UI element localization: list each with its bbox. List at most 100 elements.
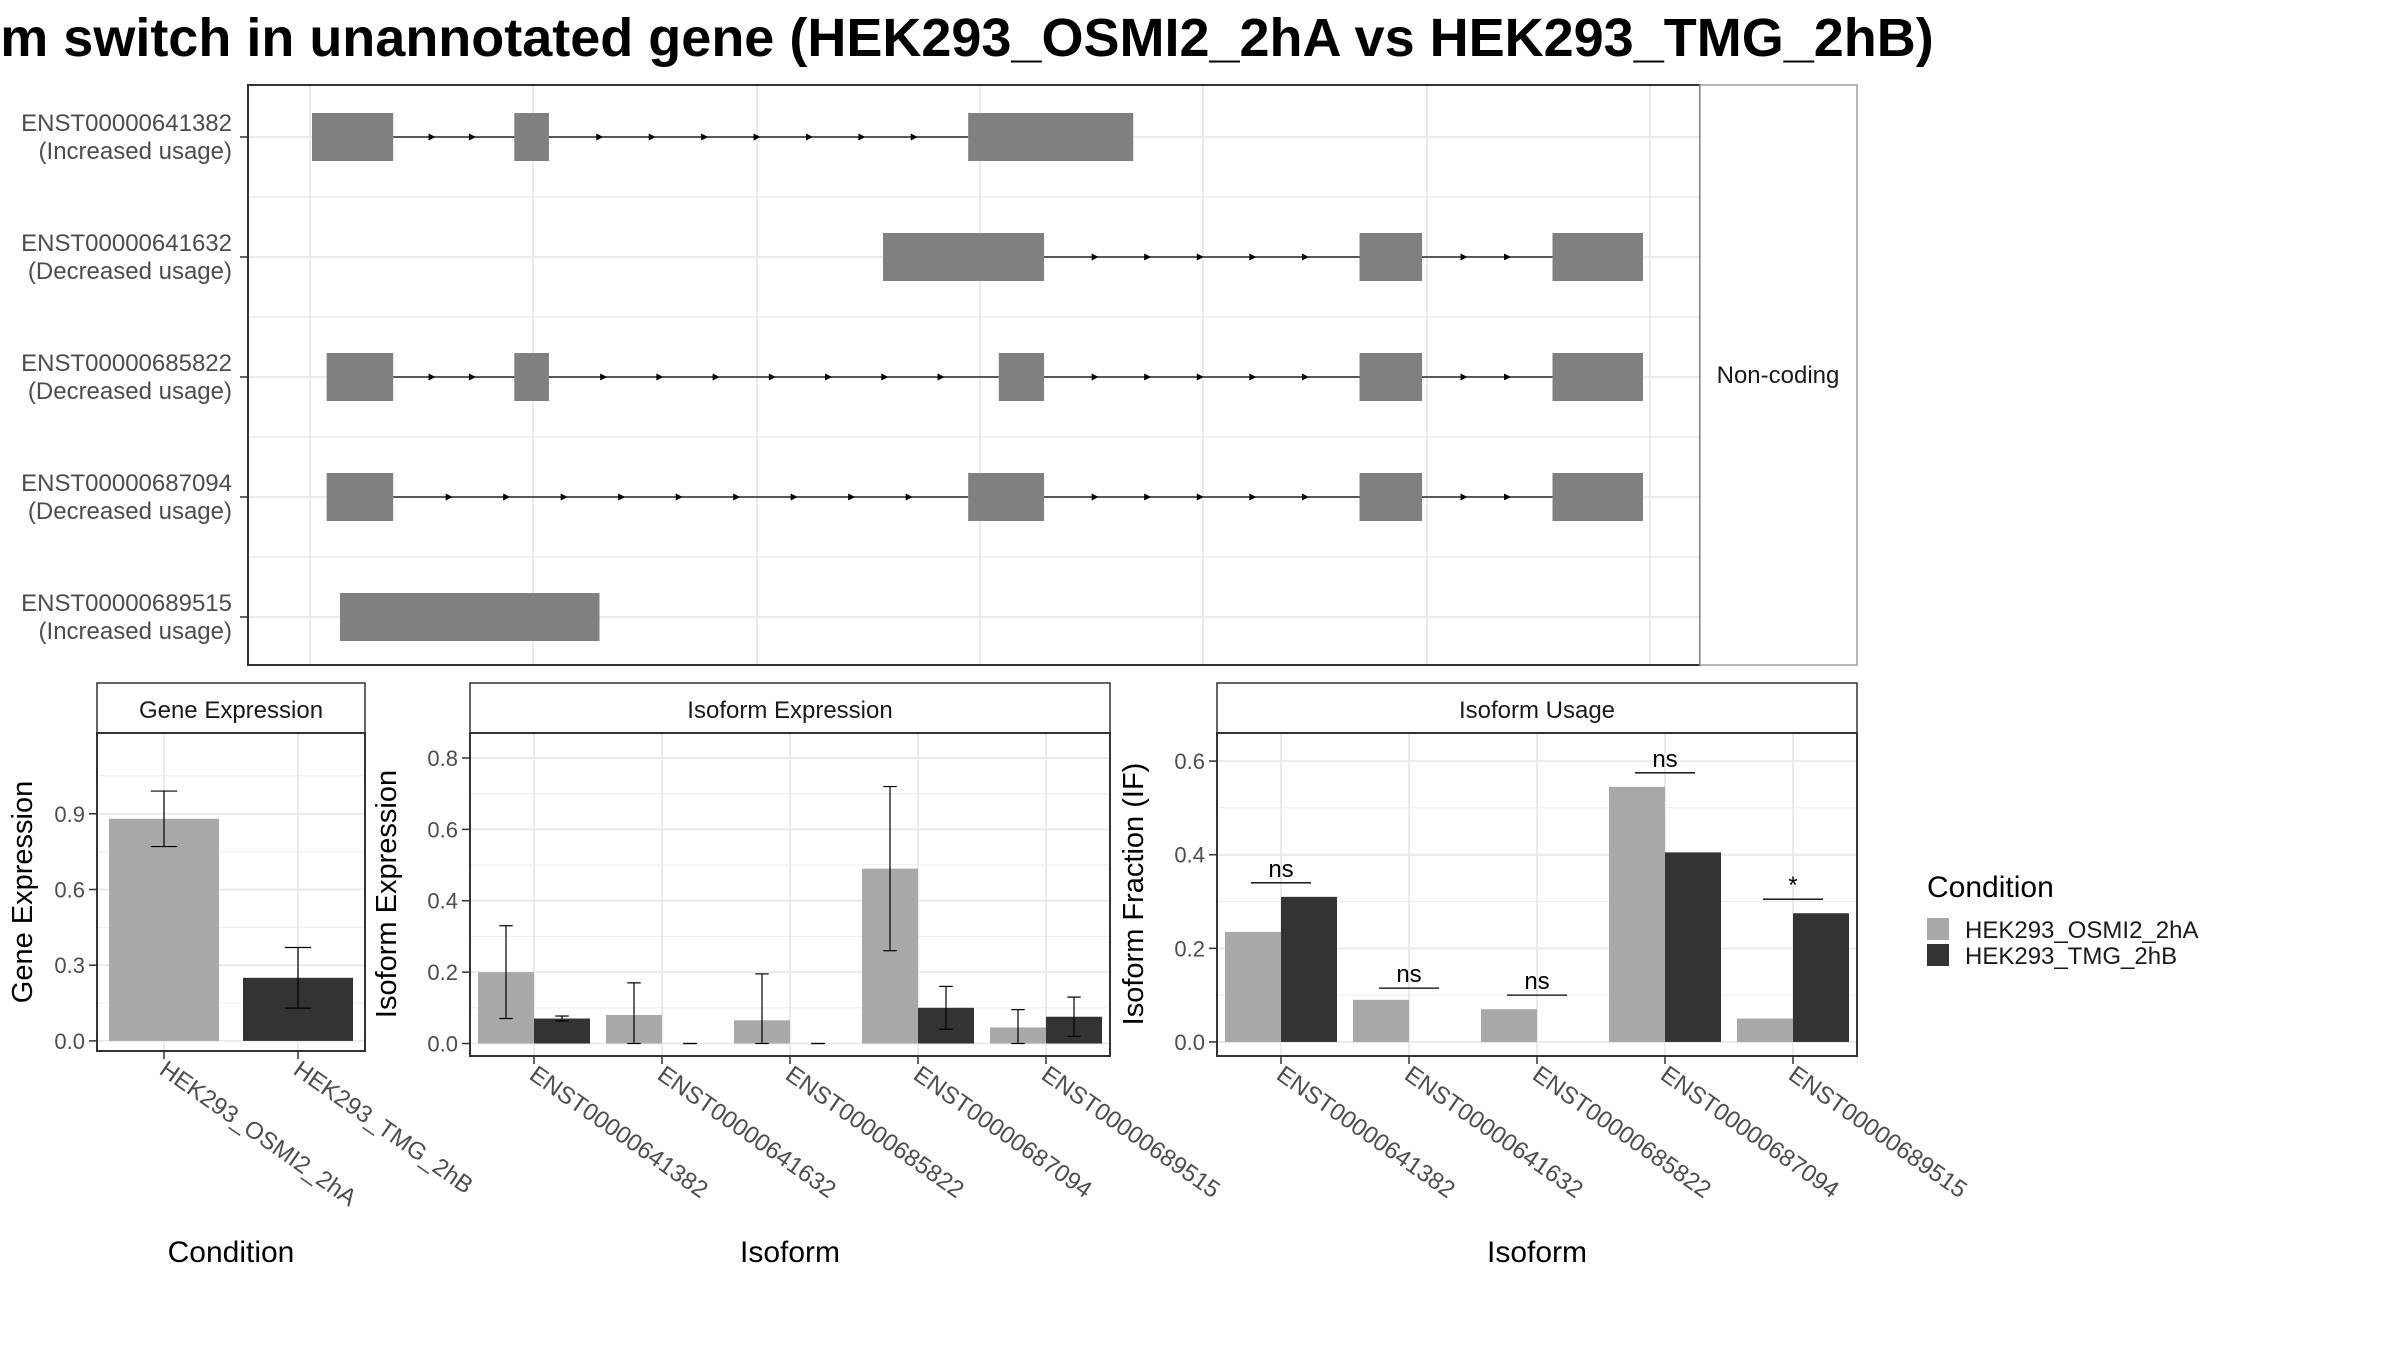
bar-ENST00000641632 — [1353, 999, 1409, 1042]
bar-ENST00000687094 — [1609, 786, 1665, 1042]
exon-block — [1552, 473, 1643, 521]
exon-block — [326, 353, 394, 401]
exon-block — [1552, 233, 1643, 281]
bar-ENST00000689515 — [1737, 1018, 1793, 1042]
significance-label: ns — [1396, 961, 1421, 988]
intron-arrow — [1091, 253, 1099, 261]
transcript-structure-panel: Non-coding ENST00000641382(Increased usa… — [21, 84, 1858, 666]
exon-block — [514, 113, 549, 161]
intron-arrow — [881, 373, 889, 381]
domain-strip — [1699, 84, 1858, 666]
legend-label-osmi2: HEK293_OSMI2_2hA — [1965, 917, 2198, 944]
exon-block — [968, 113, 1134, 161]
intron-arrow — [1091, 373, 1099, 381]
structure-grid — [248, 85, 1700, 665]
y-tick-label: 0.2 — [427, 960, 458, 985]
exon-block — [998, 353, 1045, 401]
legend-label-tmg: HEK293_TMG_2hB — [1965, 943, 2177, 970]
bar-HEK293_OSMI2_2hA — [109, 818, 219, 1041]
intron-arrow — [1144, 373, 1152, 381]
transcript-usage-label: (Increased usage) — [39, 618, 232, 645]
y-tick-label: 0.4 — [427, 889, 458, 914]
exon-block — [968, 473, 1045, 521]
intron-arrow — [1196, 493, 1204, 501]
intron-arrow — [1091, 493, 1099, 501]
intron-arrow — [1196, 373, 1204, 381]
domain-strip-label: Non-coding — [1717, 362, 1840, 389]
intron-arrow — [675, 493, 683, 501]
intron-arrow — [1301, 253, 1309, 261]
gene-expression-bars — [109, 790, 353, 1041]
y-tick-label: 0.8 — [427, 746, 458, 771]
intron-arrow — [1301, 373, 1309, 381]
isoform-expression-x-ticks: ENST00000641382ENST00000641632ENST000006… — [525, 1056, 1225, 1204]
isoform-expression-strip-title: Isoform Expression — [687, 697, 892, 724]
intron-arrow — [428, 133, 436, 141]
exon-block — [326, 473, 394, 521]
intron-arrow — [503, 493, 511, 501]
y-tick-label: 0.2 — [1174, 936, 1205, 961]
isoform-usage-y-axis-title: Isoform Fraction (IF) — [1118, 763, 1150, 1026]
y-tick-label: 0.6 — [54, 877, 85, 902]
transcript-usage-label: (Decreased usage) — [28, 378, 232, 405]
figure-title: Isoform switch in unannotated gene (HEK2… — [0, 8, 1934, 68]
intron-arrow — [596, 133, 604, 141]
transcript-usage-label: (Decreased usage) — [28, 498, 232, 525]
isoform-usage-bars — [1225, 786, 1849, 1042]
transcript-ENST00000687094 — [326, 473, 1643, 521]
y-tick-label: 0.6 — [427, 817, 458, 842]
intron-arrow — [1301, 493, 1309, 501]
intron-arrow — [905, 493, 913, 501]
isoform-usage-panel: Isoform Usage ns ns ns ns * 0.0 0.2 0.4 0.6 ENS… — [1118, 682, 1972, 1269]
legend: Condition HEK293_OSMI2_2hA HEK293_TMG_2h… — [1927, 871, 2198, 970]
transcript-ENST00000641632 — [882, 233, 1643, 281]
significance-label: * — [1788, 872, 1797, 899]
gene-expression-panel: Gene Expression 0.0 0.3 0.6 0.9 HEK293_OSMI… — [7, 682, 478, 1269]
bar-ENST00000641382 — [534, 1018, 590, 1044]
intron-arrow — [1249, 253, 1257, 261]
intron-arrow — [910, 133, 918, 141]
intron-arrow — [1460, 373, 1468, 381]
transcript-id-label: ENST00000641632 — [21, 230, 232, 257]
intron-arrow — [768, 373, 776, 381]
isoform-expression-bars — [478, 785, 1102, 1045]
legend-key-osmi2 — [1927, 918, 1949, 940]
isoform-usage-strip — [1216, 682, 1858, 734]
intron-arrow — [712, 373, 720, 381]
gene-expression-y-ticks: 0.0 0.3 0.6 0.9 — [54, 802, 97, 1054]
isoform-expression-y-axis-title: Isoform Expression — [371, 770, 403, 1018]
y-tick-label: 0.6 — [1174, 749, 1205, 774]
transcript-usage-label: (Increased usage) — [39, 138, 232, 165]
exon-block — [1359, 353, 1423, 401]
intron-arrow — [1249, 373, 1257, 381]
intron-arrow — [1504, 373, 1512, 381]
exon-block — [1552, 353, 1643, 401]
bar-ENST00000685822 — [1481, 1009, 1537, 1042]
isoform-expression-y-ticks: 0.0 0.2 0.4 0.6 0.8 — [427, 746, 470, 1057]
y-tick-label: 0.3 — [54, 953, 85, 978]
intron-arrow — [468, 373, 476, 381]
intron-arrow — [790, 493, 798, 501]
intron-arrow — [656, 373, 664, 381]
bar-ENST00000641382 — [1281, 896, 1337, 1042]
intron-arrow — [1249, 493, 1257, 501]
intron-arrow — [701, 133, 709, 141]
intron-arrow — [753, 133, 761, 141]
isoform-usage-y-ticks: 0.0 0.2 0.4 0.6 — [1174, 749, 1217, 1055]
y-tick-label: 0.4 — [1174, 843, 1205, 868]
intron-arrow — [1460, 253, 1468, 261]
y-tick-label: 0.0 — [427, 1032, 458, 1057]
transcript-id-label: ENST00000689515 — [21, 590, 232, 617]
intron-arrow — [805, 133, 813, 141]
gene-expression-x-axis-title: Condition — [168, 1236, 295, 1269]
exon-block — [312, 113, 394, 161]
legend-key-tmg — [1927, 944, 1949, 966]
intron-arrow — [825, 373, 833, 381]
intron-arrow — [600, 373, 608, 381]
exon-block — [339, 593, 600, 641]
transcript-ENST00000689515 — [339, 593, 600, 641]
gene-expression-y-axis-title: Gene Expression — [7, 781, 39, 1003]
gene-expression-plot-border — [96, 732, 366, 1052]
intron-arrow — [618, 493, 626, 501]
isoform-expression-grid — [470, 733, 1110, 1056]
